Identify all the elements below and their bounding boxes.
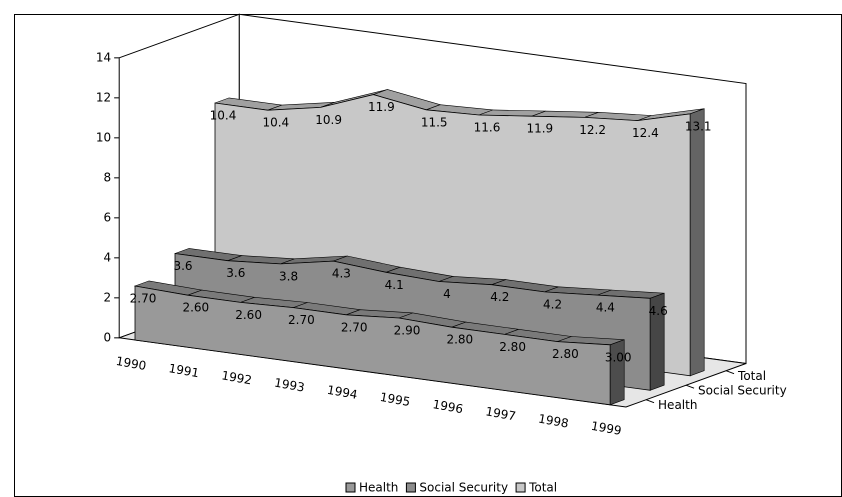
x-tick-label: 1995	[379, 390, 412, 409]
data-label: 4.6	[649, 304, 668, 318]
y-tick-label: 10	[96, 130, 111, 144]
x-tick-label: 1999	[590, 419, 623, 438]
data-label: 11.6	[474, 121, 501, 135]
data-label: 3.00	[605, 350, 632, 364]
x-tick-label: 1993	[273, 376, 306, 395]
x-tick-label: 1997	[484, 404, 517, 423]
x-tick-label: 1996	[432, 397, 465, 416]
data-label: 4.2	[543, 297, 562, 311]
data-label: 2.80	[552, 347, 579, 361]
y-tick-label: 14	[96, 50, 111, 64]
data-label: 11.5	[421, 115, 448, 129]
data-label: 10.9	[315, 113, 342, 127]
area-end	[609, 339, 625, 406]
depth-tick	[645, 399, 655, 404]
data-label: 3.8	[279, 269, 298, 283]
data-label: 2.60	[182, 301, 209, 315]
y-tick-label: 12	[96, 90, 111, 104]
x-tick-label: 1992	[220, 368, 253, 387]
data-label: 2.70	[288, 313, 315, 327]
data-label: 2.60	[235, 308, 262, 322]
x-tick-label: 1990	[115, 354, 148, 373]
x-tick-label: 1994	[326, 383, 359, 402]
depth-label: Health	[658, 398, 697, 412]
depth-label: Total	[737, 369, 766, 383]
data-label: 12.4	[632, 126, 659, 140]
area-end	[689, 108, 705, 377]
legend-swatch	[345, 482, 356, 493]
x-tick-label: 1998	[537, 412, 570, 431]
depth-tick	[685, 384, 695, 389]
data-label: 11.9	[526, 122, 553, 136]
data-label: 4.3	[332, 267, 351, 281]
data-label: 3.6	[173, 259, 192, 273]
data-label: 3.6	[226, 266, 245, 280]
x-tick-label: 1991	[168, 361, 201, 380]
data-label: 2.80	[499, 340, 526, 354]
legend-label: Social Security	[419, 481, 508, 495]
y-tick-label: 8	[104, 170, 112, 184]
data-label: 4.4	[596, 301, 615, 315]
data-label: 2.80	[446, 333, 473, 347]
data-label: 4	[443, 287, 451, 301]
y-tick-label: 4	[104, 250, 112, 264]
legend-swatch	[515, 482, 526, 493]
data-label: 10.4	[262, 116, 289, 130]
data-label: 2.70	[130, 292, 157, 306]
data-label: 10.4	[210, 109, 237, 123]
y-tick-label: 0	[104, 330, 112, 344]
data-label: 11.9	[368, 100, 395, 114]
data-label: 2.90	[394, 324, 421, 338]
y-tick-label: 2	[104, 290, 112, 304]
area-end	[649, 292, 665, 391]
data-label: 13.1	[685, 119, 712, 133]
y-tick-label: 6	[104, 210, 112, 224]
depth-tick	[725, 370, 735, 375]
data-label: 4.1	[385, 278, 404, 292]
data-label: 12.2	[579, 123, 606, 137]
legend-swatch	[405, 482, 416, 493]
data-label: 2.70	[341, 320, 368, 334]
data-label: 4.2	[490, 290, 509, 304]
legend-label: Total	[528, 481, 557, 495]
legend-label: Health	[359, 481, 398, 495]
depth-label: Social Security	[698, 384, 787, 398]
